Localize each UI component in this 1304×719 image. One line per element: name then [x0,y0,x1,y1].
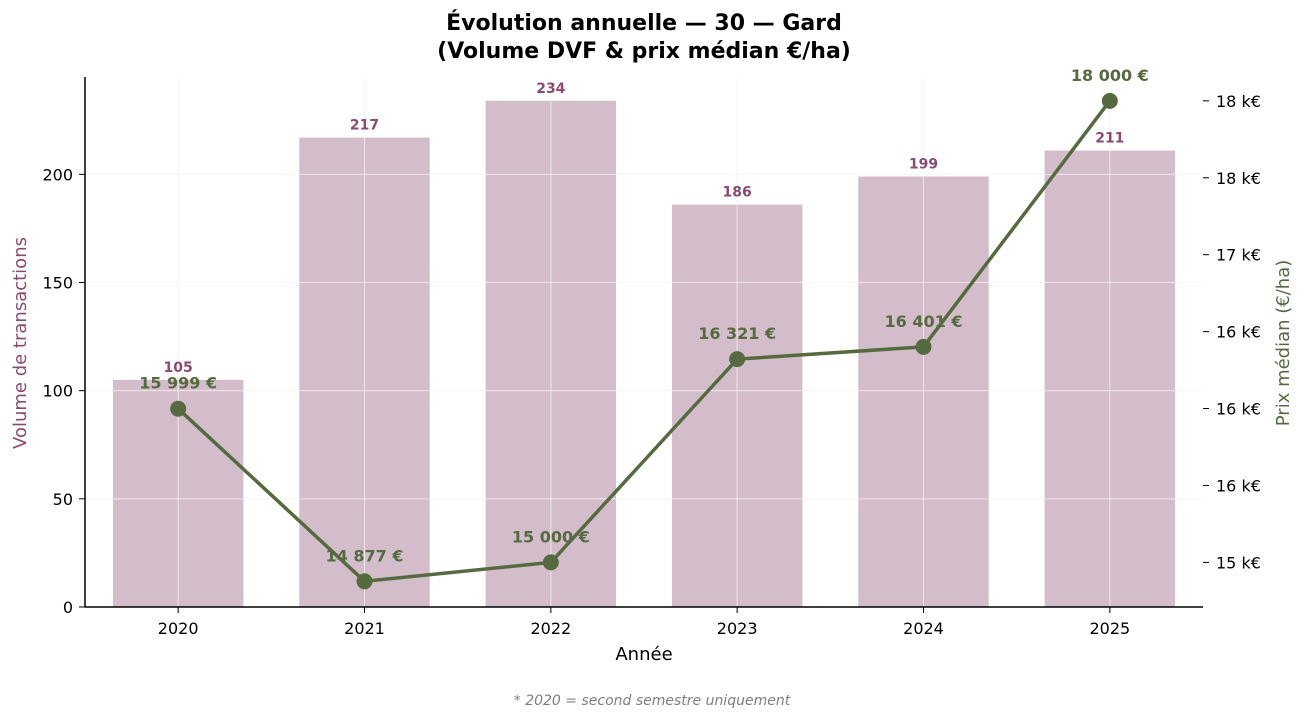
y-right-tick-label: 16 k€ [1216,323,1261,342]
y-axis-left-label: Volume de transactions [10,237,31,449]
x-tick-label: 2025 [1089,619,1130,638]
y-right-tick-label: 17 k€ [1216,246,1261,265]
footnote: * 2020 = second semestre uniquement [514,693,791,709]
price-value-label: 18 000 € [1071,66,1149,85]
y-right-tick-label: 18 k€ [1216,92,1261,111]
x-tick-label: 2022 [530,619,571,638]
price-value-label: 15 000 € [512,527,590,546]
bar-value-label: 186 [723,185,752,201]
price-point-2025 [1101,92,1118,109]
price-line [176,99,1112,584]
price-value-label: 16 401 € [885,312,963,331]
y-axis-right-label: Prix médian (€/ha) [1273,260,1294,427]
price-value-label: 15 999 € [139,374,217,393]
y-right-tick-label: 18 k€ [1216,169,1261,188]
y-left-tick-label: 50 [53,490,73,509]
price-line-series [170,92,1118,590]
y-right-tick-label: 16 k€ [1216,476,1261,495]
price-point-2022 [542,554,559,571]
y-left-tick-label: 100 [42,382,73,401]
x-axis-label: Année [615,644,672,665]
y-left-tick-label: 0 [63,598,73,617]
price-value-label: 16 321 € [698,324,776,343]
bar-value-label: 234 [536,81,565,97]
chart-title-line1: Évolution annuelle — 30 — Gard [446,10,842,36]
bar-value-label: 217 [350,118,379,134]
bar-value-label: 105 [164,360,193,376]
x-tick-label: 2023 [717,619,758,638]
bar-series [85,77,1203,608]
price-point-2024 [915,338,932,355]
x-tick-label: 2024 [903,619,944,638]
bar-value-label: 211 [1095,131,1124,147]
price-point-2021 [356,573,373,590]
y-left-tick-label: 200 [42,165,73,184]
price-value-label: 14 877 € [326,546,404,565]
price-point-2023 [729,351,746,368]
price-point-2020 [170,400,187,417]
y-right-tick-label: 15 k€ [1216,553,1261,572]
x-tick-label: 2021 [344,619,385,638]
x-tick-label: 2020 [158,619,199,638]
grid [85,77,1203,608]
chart-title-line2: (Volume DVF & prix médian €/ha) [437,39,851,64]
y-left-tick-label: 150 [42,274,73,293]
bar-value-label: 199 [909,157,938,173]
y-right-tick-label: 16 k€ [1216,400,1261,419]
data-labels: 105 217 234 186 199 211 15 999 € 14 877 € 15 000… [139,66,1149,565]
axes: 0 50 100 150 200 15 k€ 16 k€ 16 k€ 16 k€ 17 k€ 18 … [42,77,1261,638]
